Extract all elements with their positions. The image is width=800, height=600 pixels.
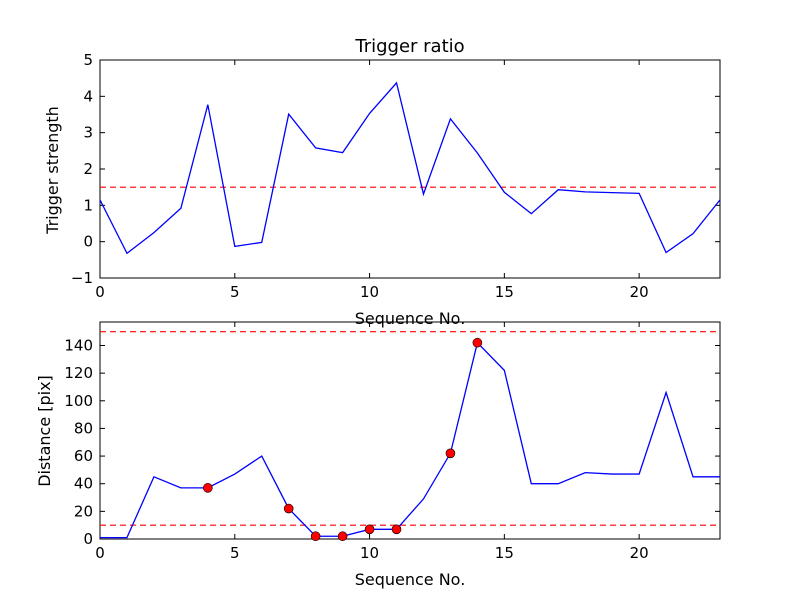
y-tick-label: 80	[74, 419, 93, 437]
chart-title: Trigger ratio	[354, 36, 464, 57]
y-tick-label: 3	[83, 124, 93, 142]
y-tick-label: 60	[74, 447, 93, 465]
x-tick-label: 15	[495, 544, 514, 562]
x-axis-label: Sequence No.	[355, 570, 466, 589]
data-point-marker	[391, 524, 402, 535]
y-tick-label: 140	[64, 336, 93, 354]
data-point-marker	[310, 531, 321, 542]
plot-frame	[99, 321, 721, 540]
data-point-marker	[445, 448, 456, 459]
y-tick-label: 1	[83, 196, 93, 214]
series-line	[99, 81, 721, 255]
y-tick-label: 40	[74, 475, 93, 493]
y-tick-label: 120	[64, 364, 93, 382]
x-tick-label: 10	[360, 283, 379, 301]
y-axis-label: Distance [pix]	[35, 375, 54, 487]
y-tick-label: 0	[83, 233, 93, 251]
y-tick-label: 100	[64, 392, 93, 410]
y-tick-label: −1	[71, 269, 93, 287]
x-tick-label: 20	[630, 283, 649, 301]
y-tick-label: 20	[74, 502, 93, 520]
x-tick-label: 0	[95, 283, 105, 301]
y-tick-label: 4	[83, 87, 93, 105]
y-tick-label: 2	[83, 160, 93, 178]
data-point-marker	[337, 531, 348, 542]
trigger-ratio-chart: Trigger ratio Sequence No. Trigger stren…	[43, 36, 721, 328]
x-tick-label: 5	[230, 544, 240, 562]
y-axis-label: Trigger strength	[43, 106, 62, 235]
x-axis-label: Sequence No.	[355, 309, 466, 328]
y-tick-label: 0	[83, 530, 93, 548]
x-tick-label: 0	[95, 544, 105, 562]
y-tick-label: 5	[83, 51, 93, 69]
data-point-marker	[283, 503, 294, 514]
data-point-marker	[203, 483, 213, 493]
x-tick-label: 5	[230, 283, 240, 301]
x-tick-label: 20	[630, 544, 649, 562]
x-tick-label: 15	[495, 283, 514, 301]
x-tick-label: 10	[360, 544, 379, 562]
data-point-marker	[472, 337, 483, 348]
data-point-marker	[364, 524, 375, 535]
distance-chart: Sequence No. Distance [pix] 0 5 10 15 20 0 20 4…	[35, 321, 721, 589]
